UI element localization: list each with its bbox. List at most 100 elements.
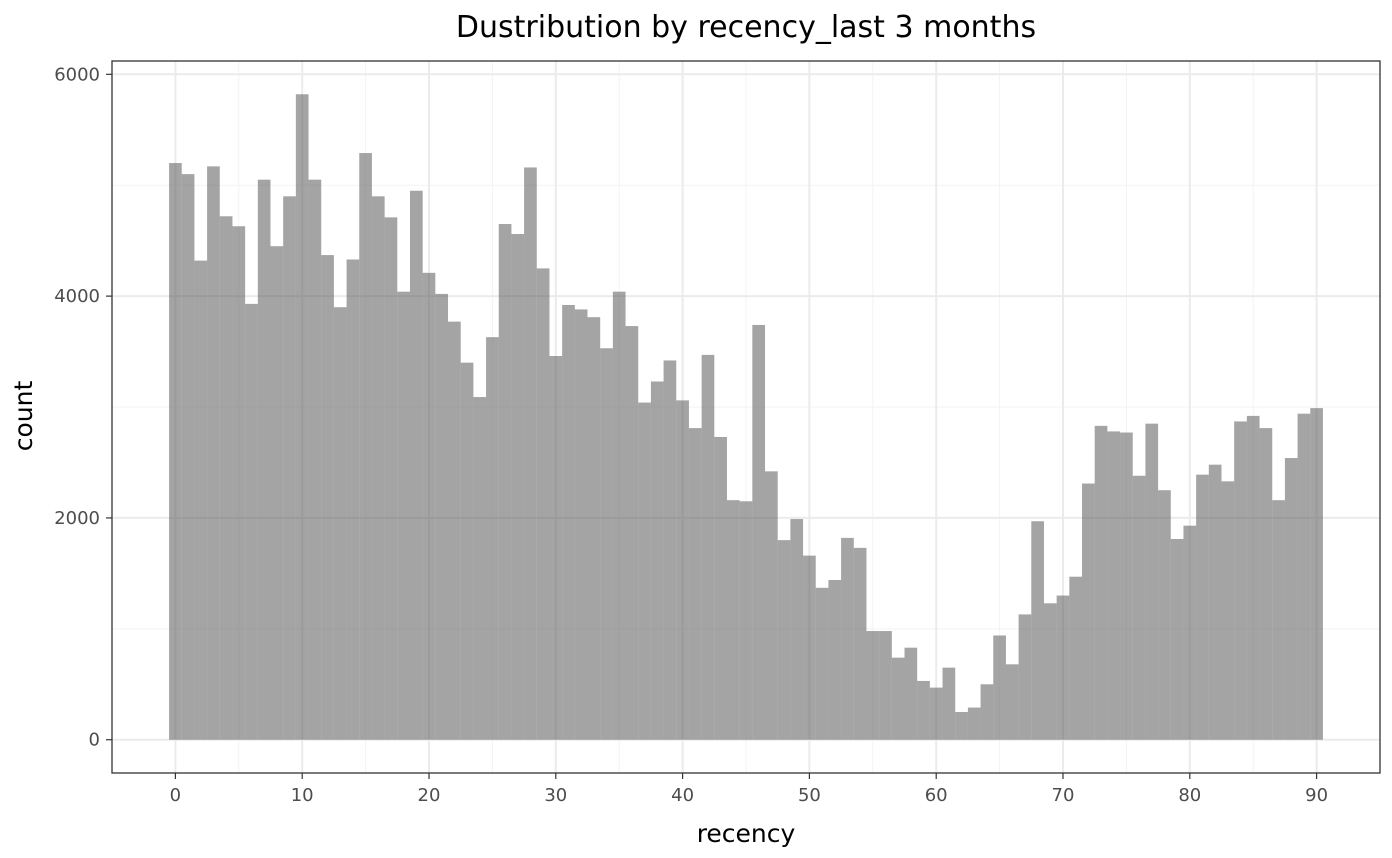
histogram-bar <box>1107 431 1121 740</box>
histogram-bar <box>739 501 753 740</box>
histogram-bar <box>1272 500 1285 740</box>
histogram-bar <box>295 94 309 740</box>
histogram-bar <box>486 337 499 740</box>
histogram-bar <box>257 179 271 740</box>
histogram-bar <box>181 174 195 740</box>
y-tick-label: 4000 <box>54 286 100 307</box>
x-tick-label: 0 <box>170 785 181 806</box>
x-tick-label: 30 <box>544 785 567 806</box>
histogram-bar <box>1158 490 1171 740</box>
histogram-bar <box>891 657 905 740</box>
axis-tick-labels: 0 10 20 30 40 50 60 70 80 90 0 2000 4000 6000 <box>54 64 1328 806</box>
y-axis-title: count <box>9 381 38 452</box>
histogram-bar <box>726 500 740 740</box>
histogram-bar <box>562 304 575 740</box>
chart-title: Dustribution by recency_last 3 months <box>456 10 1036 45</box>
histogram-bar <box>245 303 258 740</box>
x-tick-label: 40 <box>671 785 694 806</box>
histogram-bar <box>1005 664 1019 740</box>
histogram-bar <box>1183 525 1197 740</box>
histogram-bar <box>1170 538 1184 740</box>
histogram-bar <box>1246 415 1260 740</box>
y-tick-label: 0 <box>89 730 100 751</box>
histogram-bar <box>1145 423 1159 740</box>
y-tick-label: 6000 <box>54 64 100 85</box>
plot-panel-border <box>111 60 1381 774</box>
histogram-bar <box>777 540 791 740</box>
histogram-bar <box>663 360 677 740</box>
histogram-bar <box>841 537 854 740</box>
histogram-bar <box>1082 483 1095 740</box>
histogram-bar <box>790 519 804 740</box>
histogram-bar <box>1208 464 1222 740</box>
histogram-bar <box>929 687 943 740</box>
histogram-bar <box>207 166 220 740</box>
histogram-bar <box>1094 425 1108 740</box>
histogram-bar <box>524 167 537 740</box>
histogram-bar <box>549 356 563 740</box>
histogram-bar <box>270 246 284 740</box>
histogram-bar <box>803 555 816 740</box>
y-tick-label: 2000 <box>54 508 100 529</box>
x-tick-label: 80 <box>1178 785 1201 806</box>
histogram-bar <box>917 680 930 740</box>
histogram-bar <box>625 326 639 740</box>
histogram-bar <box>688 428 702 740</box>
histogram-bar <box>1018 614 1032 740</box>
histogram-bar <box>676 400 689 740</box>
histogram-bar <box>346 259 360 740</box>
histogram-bar <box>1056 595 1070 740</box>
histogram-bar <box>1234 421 1247 740</box>
histogram-bar <box>815 587 829 740</box>
histogram-bar <box>942 667 956 740</box>
histogram-bar <box>448 321 461 740</box>
x-tick-label: 60 <box>925 785 948 806</box>
histogram-bar <box>371 196 385 740</box>
x-tick-label: 70 <box>1052 785 1075 806</box>
bars <box>169 94 1323 740</box>
histogram-bar <box>638 402 651 740</box>
histogram-bar <box>232 226 246 740</box>
histogram-bar <box>714 436 727 740</box>
histogram-bar <box>321 255 334 740</box>
histogram-bar <box>397 291 410 740</box>
histogram-bar <box>574 309 588 740</box>
histogram-bar <box>460 362 474 740</box>
histogram-bar <box>422 272 436 740</box>
histogram-bar <box>1284 458 1298 740</box>
histogram-bar <box>219 216 233 740</box>
histogram-bar <box>1043 603 1057 740</box>
histogram-bar <box>1120 432 1133 740</box>
histogram-bar <box>828 580 842 740</box>
histogram-bar <box>194 260 208 740</box>
histogram-bar <box>511 234 525 740</box>
histogram-bar <box>283 196 296 740</box>
histogram-bar <box>308 179 322 740</box>
histogram-bar <box>993 635 1006 740</box>
x-axis-title: recency <box>697 819 796 848</box>
histogram-bar <box>1031 521 1044 740</box>
x-tick-label: 90 <box>1305 785 1328 806</box>
histogram-bar <box>967 707 981 740</box>
histogram-bar <box>1221 481 1235 740</box>
histogram-bar <box>752 324 766 740</box>
histogram-bar <box>536 268 550 740</box>
histogram-bar <box>879 631 892 740</box>
histogram-bar <box>904 647 918 740</box>
histogram-bar <box>765 471 778 740</box>
histogram-bar <box>473 397 487 740</box>
histogram-bar <box>587 317 601 740</box>
histogram-bar <box>333 307 347 740</box>
histogram-bar <box>1310 408 1323 740</box>
histogram-bar <box>359 153 372 740</box>
histogram-bar <box>498 224 512 740</box>
histogram-bar <box>384 217 398 740</box>
histogram-bar <box>435 293 449 740</box>
histogram-bar <box>980 684 994 740</box>
histogram-bar <box>650 381 664 740</box>
histogram-bar <box>1196 474 1209 740</box>
histogram-bar <box>955 712 968 740</box>
histogram-bar <box>612 291 626 740</box>
histogram-bar <box>1297 413 1311 740</box>
